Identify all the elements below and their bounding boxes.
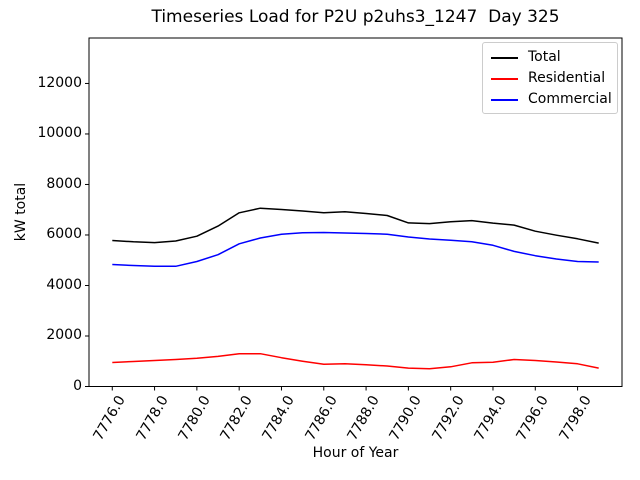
y-tick-label: 0 — [73, 378, 82, 394]
legend-label-residential: Residential — [528, 70, 606, 86]
legend-label-commercial: Commercial — [528, 91, 612, 107]
commercial-line — [112, 231, 599, 268]
residential-line — [112, 352, 599, 370]
commercial-line-sample — [491, 98, 518, 101]
y-axis-label: kW total — [13, 182, 29, 242]
legend-label-total: Total — [528, 49, 561, 65]
y-tick-label: 4000 — [46, 276, 82, 293]
y-tick-label: 8000 — [46, 175, 82, 192]
legend-item-residential: Residential — [491, 68, 609, 89]
legend-item-commercial: Commercial — [491, 89, 612, 110]
axes-frame — [88, 37, 623, 387]
y-tick-label: 10000 — [37, 125, 82, 142]
legend: Total Residential Commercial — [482, 42, 618, 114]
residential-line-sample — [491, 77, 518, 80]
y-tick-label: 2000 — [46, 327, 82, 344]
total-line — [112, 207, 599, 244]
legend-item-total: Total — [491, 47, 609, 68]
total-line-sample — [491, 56, 518, 59]
y-tick-label: 6000 — [46, 226, 82, 243]
y-tick-label: 12000 — [37, 74, 82, 91]
x-axis-label: Hour of Year — [312, 445, 399, 461]
chart-title: Timeseries Load for P2U p2uhs3_1247 Day … — [151, 7, 560, 27]
